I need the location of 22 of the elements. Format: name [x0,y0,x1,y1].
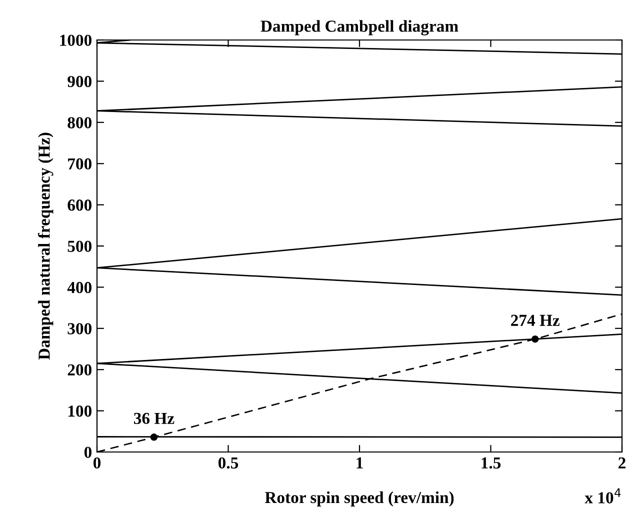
y-tick-label: 0 [84,446,92,458]
chart-title: Damped Cambpell diagram [260,20,458,36]
x-tick-label: 1 [356,457,363,468]
text: x 10$^{4}$ [584,488,621,504]
y-tick-label: 700 [68,158,92,170]
y-tick-label: 300 [68,323,92,334]
y-tick-label: 900 [68,76,92,88]
y-tick-label: 1000 [60,34,92,46]
y-tick-label: 600 [68,200,92,211]
x-tick-label: 0 [93,457,101,469]
annotation: 36 Hz [134,412,174,424]
x-axis-title: Rotor spin speed (rev/min) [264,491,454,507]
y-tick-label: 500 [68,240,92,252]
x-tick-label: 0.5 [218,457,238,469]
x-tick-label: 2 [618,457,626,468]
y-axis-title: Damped natural frequency (Hz) [38,132,54,360]
annotation: 274 Hz [511,314,560,326]
y-tick-label: 200 [68,364,92,376]
y-tick-label: 800 [68,117,92,128]
y-tick-label: 400 [67,282,92,294]
x-tick-label: 1.5 [482,457,501,469]
y-tick-label: 100 [68,406,92,417]
